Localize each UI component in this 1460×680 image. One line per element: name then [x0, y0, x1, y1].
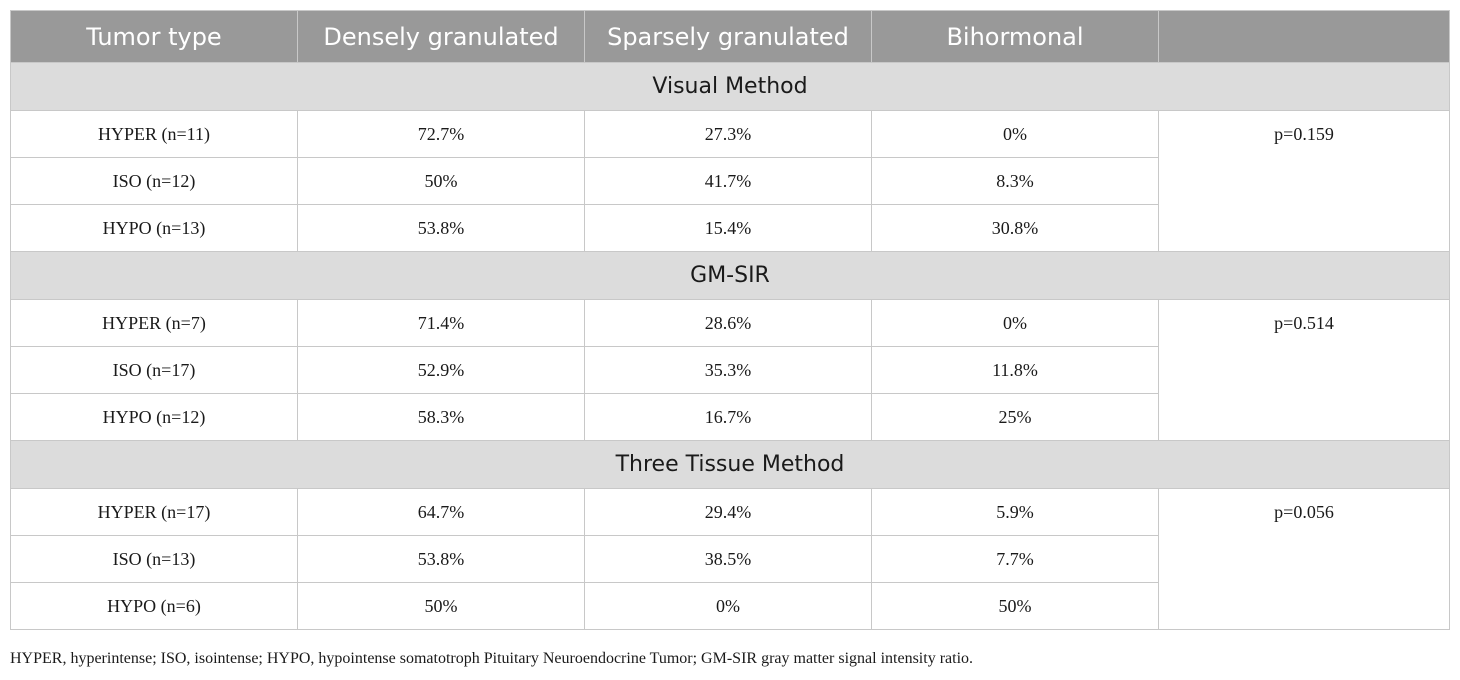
bihormonal-cell: 25%	[871, 393, 1159, 441]
table-row: HYPO (n=13) 53.8% 15.4% 30.8%	[10, 204, 1450, 252]
p-value-cell: p=0.056	[1158, 488, 1450, 630]
header-sparsely-granulated: Sparsely granulated	[584, 10, 872, 63]
p-value-cell: p=0.159	[1158, 110, 1450, 252]
sparsely-granulated-cell: 0%	[584, 582, 872, 630]
results-table: Tumor type Densely granulated Sparsely g…	[10, 10, 1450, 630]
densely-granulated-cell: 53.8%	[297, 535, 585, 583]
table-row: ISO (n=12) 50% 41.7% 8.3%	[10, 157, 1450, 205]
sparsely-granulated-cell: 27.3%	[584, 110, 872, 158]
sparsely-granulated-cell: 38.5%	[584, 535, 872, 583]
densely-granulated-cell: 50%	[297, 157, 585, 205]
bihormonal-cell: 30.8%	[871, 204, 1159, 252]
section-row-three-tissue-method: Three Tissue Method	[10, 440, 1450, 489]
header-densely-granulated: Densely granulated	[297, 10, 585, 63]
table-row: HYPER (n=7) 71.4% 28.6% 0% p=0.514	[10, 299, 1450, 441]
header-tumor-type: Tumor type	[10, 10, 298, 63]
bihormonal-cell: 8.3%	[871, 157, 1159, 205]
bihormonal-cell: 11.8%	[871, 346, 1159, 394]
tumor-type-cell: HYPO (n=6)	[10, 582, 298, 630]
bihormonal-cell: 5.9%	[871, 488, 1159, 536]
tumor-type-cell: ISO (n=13)	[10, 535, 298, 583]
table-row: HYPER (n=11) 72.7% 27.3% 0% p=0.159	[10, 110, 1450, 252]
tumor-type-cell: HYPER (n=11)	[10, 110, 298, 158]
densely-granulated-cell: 52.9%	[297, 346, 585, 394]
table-row: ISO (n=13) 53.8% 38.5% 7.7%	[10, 535, 1450, 583]
bihormonal-cell: 0%	[871, 299, 1159, 347]
header-row: Tumor type Densely granulated Sparsely g…	[10, 10, 1450, 63]
densely-granulated-cell: 72.7%	[297, 110, 585, 158]
densely-granulated-cell: 58.3%	[297, 393, 585, 441]
table-footnote: HYPER, hyperintense; ISO, isointense; HY…	[10, 650, 974, 667]
section-title: Visual Method	[10, 62, 1450, 111]
tumor-type-cell: HYPER (n=7)	[10, 299, 298, 347]
tumor-type-cell: ISO (n=12)	[10, 157, 298, 205]
p-value-cell: p=0.514	[1158, 299, 1450, 441]
tumor-type-cell: HYPER (n=17)	[10, 488, 298, 536]
densely-granulated-cell: 64.7%	[297, 488, 585, 536]
densely-granulated-cell: 50%	[297, 582, 585, 630]
tumor-type-cell: ISO (n=17)	[10, 346, 298, 394]
sparsely-granulated-cell: 16.7%	[584, 393, 872, 441]
densely-granulated-cell: 71.4%	[297, 299, 585, 347]
densely-granulated-cell: 53.8%	[297, 204, 585, 252]
sparsely-granulated-cell: 29.4%	[584, 488, 872, 536]
table-row: HYPO (n=6) 50% 0% 50%	[10, 582, 1450, 630]
data-table-container: Tumor type Densely granulated Sparsely g…	[10, 10, 1450, 630]
sparsely-granulated-cell: 15.4%	[584, 204, 872, 252]
section-row-visual-method: Visual Method	[10, 62, 1450, 111]
table-row: HYPO (n=12) 58.3% 16.7% 25%	[10, 393, 1450, 441]
section-title: GM-SIR	[10, 251, 1450, 300]
sparsely-granulated-cell: 41.7%	[584, 157, 872, 205]
sparsely-granulated-cell: 28.6%	[584, 299, 872, 347]
bihormonal-cell: 7.7%	[871, 535, 1159, 583]
section-title: Three Tissue Method	[10, 440, 1450, 489]
tumor-type-cell: HYPO (n=13)	[10, 204, 298, 252]
bihormonal-cell: 50%	[871, 582, 1159, 630]
header-p-value	[1158, 10, 1450, 63]
bihormonal-cell: 0%	[871, 110, 1159, 158]
tumor-type-cell: HYPO (n=12)	[10, 393, 298, 441]
table-row: HYPER (n=17) 64.7% 29.4% 5.9% p=0.056	[10, 488, 1450, 630]
header-bihormonal: Bihormonal	[871, 10, 1159, 63]
section-row-gm-sir: GM-SIR	[10, 251, 1450, 300]
table-row: ISO (n=17) 52.9% 35.3% 11.8%	[10, 346, 1450, 394]
sparsely-granulated-cell: 35.3%	[584, 346, 872, 394]
